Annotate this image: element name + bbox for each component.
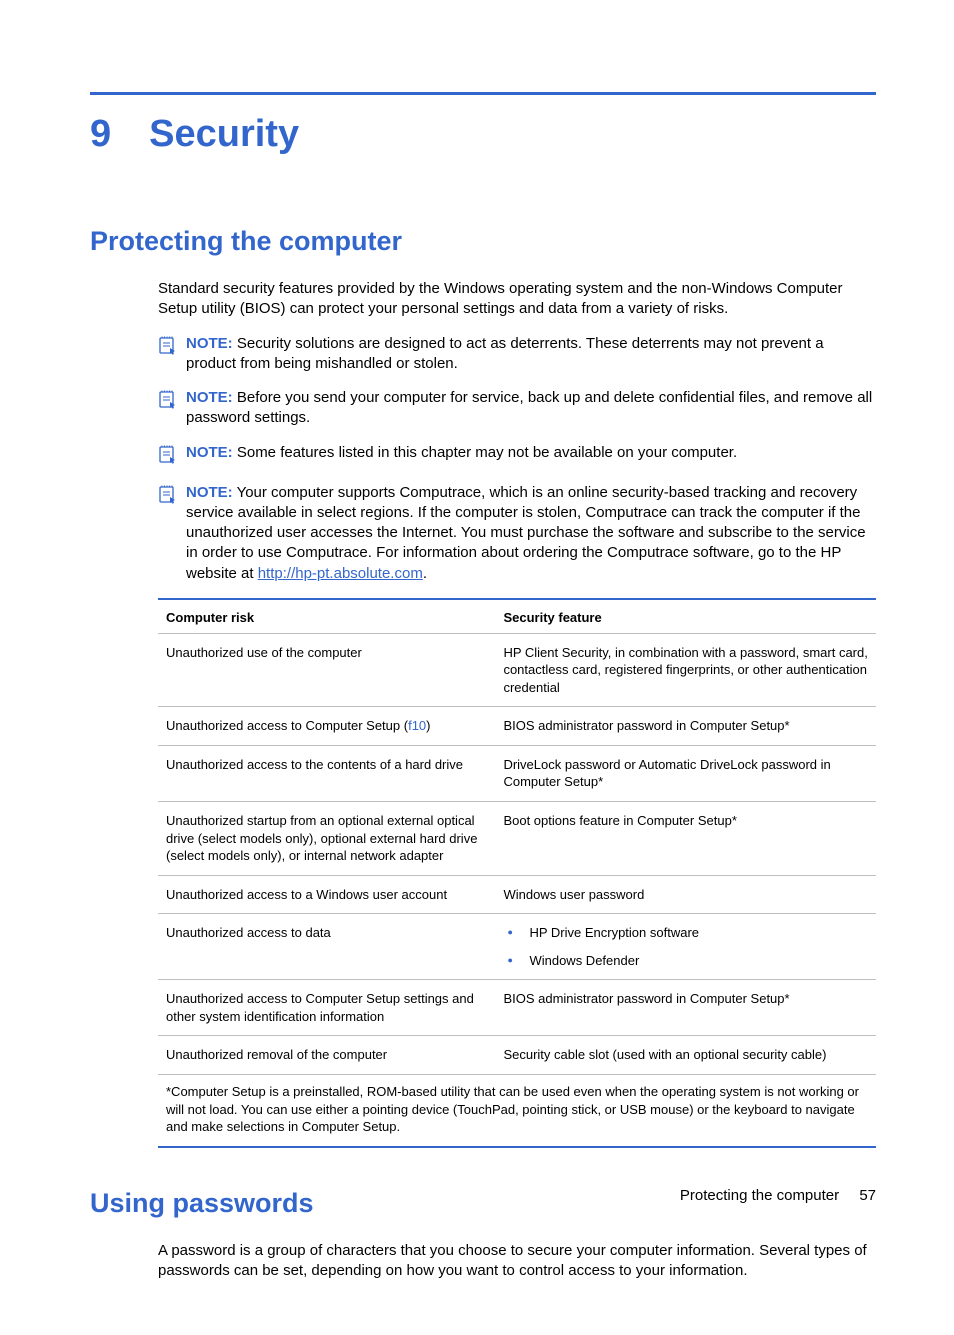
table-row: Unauthorized startup from an optional ex… — [158, 802, 876, 876]
top-rule — [90, 92, 876, 95]
table-row: Unauthorized removal of the computer Sec… — [158, 1036, 876, 1075]
note-block: NOTE: Your computer supports Computrace,… — [158, 483, 876, 584]
note-icon — [158, 444, 180, 469]
bullet-item: Windows Defender — [503, 952, 868, 970]
risk-table-wrap: Computer risk Security feature Unauthori… — [158, 598, 876, 1148]
f10-key: f10 — [408, 718, 426, 733]
cell-risk: Unauthorized access to a Windows user ac… — [158, 875, 495, 914]
bullet-item: HP Drive Encryption software — [503, 924, 868, 942]
cell-risk: Unauthorized access to Computer Setup (f… — [158, 707, 495, 746]
cell-feature: Boot options feature in Computer Setup* — [495, 802, 876, 876]
note-content-post: . — [423, 565, 427, 582]
cell-risk: Unauthorized use of the computer — [158, 633, 495, 707]
note-label: NOTE: — [186, 389, 233, 406]
page-number: 57 — [859, 1187, 876, 1204]
page-footer: Protecting the computer 57 — [680, 1187, 876, 1204]
table-row: Unauthorized access to a Windows user ac… — [158, 875, 876, 914]
table-row: Unauthorized access to Computer Setup se… — [158, 980, 876, 1036]
feature-bullets: HP Drive Encryption software Windows Def… — [503, 924, 868, 969]
th-risk: Computer risk — [158, 600, 495, 634]
note-content: Before you send your computer for servic… — [186, 389, 872, 426]
cell-risk: Unauthorized startup from an optional ex… — [158, 802, 495, 876]
chapter-title: Security — [149, 113, 299, 156]
note-icon — [158, 335, 180, 360]
note-block: NOTE: Before you send your computer for … — [158, 388, 876, 429]
table-footnote: *Computer Setup is a preinstalled, ROM-b… — [158, 1075, 876, 1140]
cell-risk: Unauthorized access to Computer Setup se… — [158, 980, 495, 1036]
cell-risk: Unauthorized removal of the computer — [158, 1036, 495, 1075]
chapter-heading: 9 Security — [90, 113, 876, 156]
intro-paragraph: Standard security features provided by t… — [158, 279, 876, 320]
cell-feature: HP Client Security, in combination with … — [495, 633, 876, 707]
chapter-number: 9 — [90, 113, 111, 156]
section-heading-protecting: Protecting the computer — [90, 226, 876, 257]
passwords-paragraph: A password is a group of characters that… — [158, 1241, 876, 1282]
note-text: NOTE: Security solutions are designed to… — [186, 334, 876, 375]
section-body: A password is a group of characters that… — [158, 1241, 876, 1282]
table-row: Unauthorized access to data HP Drive Enc… — [158, 914, 876, 980]
note-label: NOTE: — [186, 335, 233, 352]
cell-risk: Unauthorized access to data — [158, 914, 495, 980]
page: 9 Security Protecting the computer Stand… — [0, 0, 954, 1335]
note-content: Some features listed in this chapter may… — [237, 444, 737, 461]
note-text: NOTE: Before you send your computer for … — [186, 388, 876, 429]
table-bottom-rule — [158, 1146, 876, 1148]
note-icon — [158, 484, 180, 509]
cell-risk: Unauthorized access to the contents of a… — [158, 745, 495, 801]
table-row: Unauthorized use of the computer HP Clie… — [158, 633, 876, 707]
note-text: NOTE: Your computer supports Computrace,… — [186, 483, 876, 584]
note-label: NOTE: — [186, 484, 233, 501]
note-label: NOTE: — [186, 444, 233, 461]
th-feature: Security feature — [495, 600, 876, 634]
section-body: Standard security features provided by t… — [158, 279, 876, 1148]
note-content: Security solutions are designed to act a… — [186, 335, 824, 372]
note-text: NOTE: Some features listed in this chapt… — [186, 443, 876, 463]
table-row: Unauthorized access to the contents of a… — [158, 745, 876, 801]
risk-table: Computer risk Security feature Unauthori… — [158, 600, 876, 1075]
note-block: NOTE: Security solutions are designed to… — [158, 334, 876, 375]
cell-feature: DriveLock password or Automatic DriveLoc… — [495, 745, 876, 801]
cell-feature: BIOS administrator password in Computer … — [495, 707, 876, 746]
table-row: Unauthorized access to Computer Setup (f… — [158, 707, 876, 746]
cell-feature: BIOS administrator password in Computer … — [495, 980, 876, 1036]
note-block: NOTE: Some features listed in this chapt… — [158, 443, 876, 469]
cell-feature: Security cable slot (used with an option… — [495, 1036, 876, 1075]
cell-feature: HP Drive Encryption software Windows Def… — [495, 914, 876, 980]
computrace-link[interactable]: http://hp-pt.absolute.com — [258, 565, 423, 582]
note-icon — [158, 389, 180, 414]
cell-feature: Windows user password — [495, 875, 876, 914]
footer-label: Protecting the computer — [680, 1187, 839, 1204]
